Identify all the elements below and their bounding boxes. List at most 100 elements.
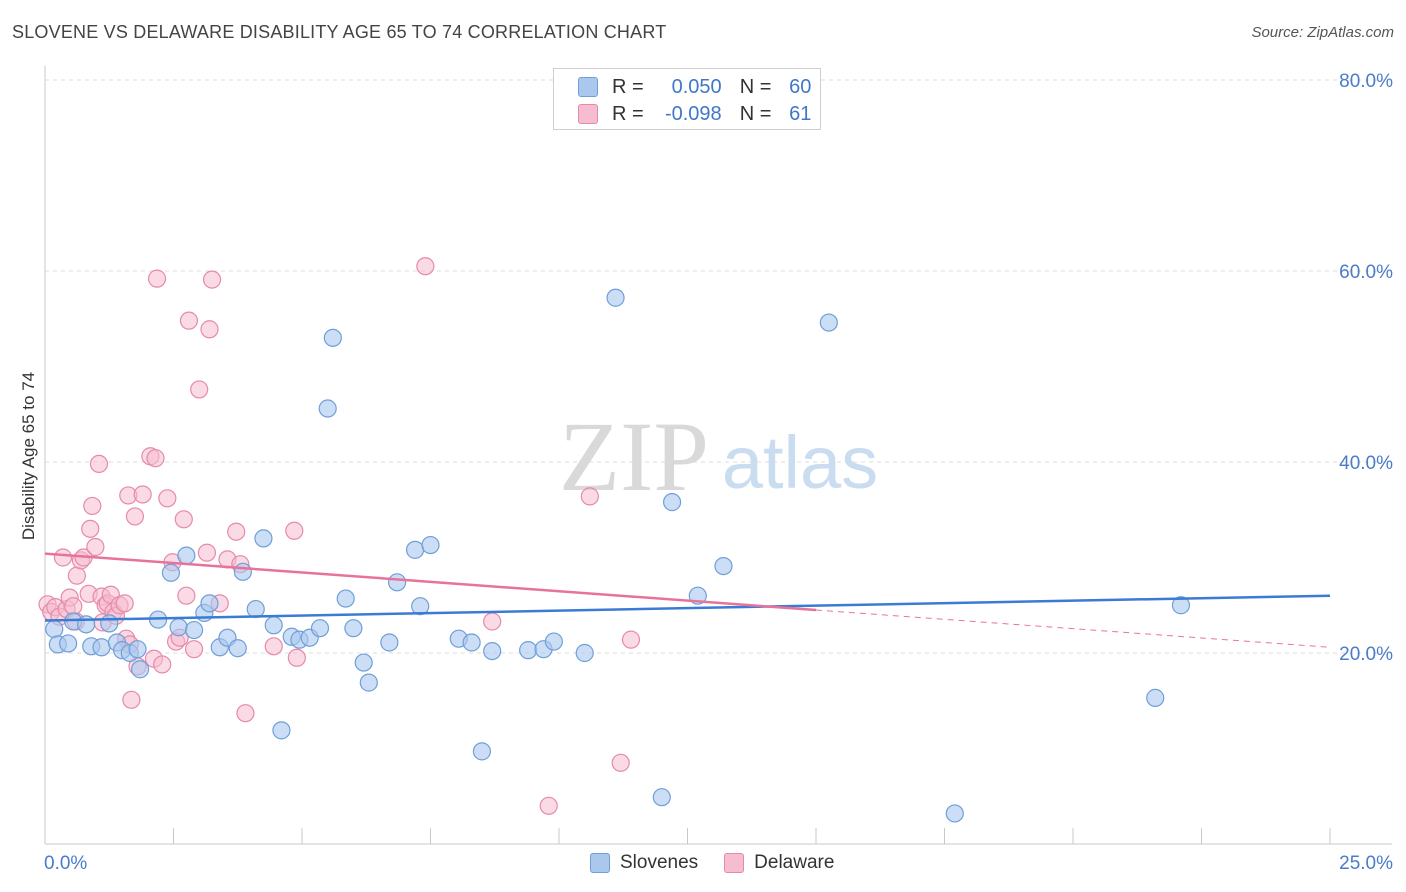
data-point-delaware <box>64 597 83 616</box>
data-point-delaware <box>122 690 141 709</box>
data-point-slovenes <box>92 638 111 657</box>
data-point-delaware <box>147 269 167 288</box>
data-point-slovenes <box>184 620 204 640</box>
legend-item-slovenes: Slovenes <box>590 852 698 874</box>
data-point-delaware <box>133 485 152 504</box>
data-point-slovenes <box>462 633 481 652</box>
slovenes-points <box>45 288 1191 823</box>
data-point-slovenes <box>652 788 671 807</box>
data-point-slovenes <box>310 619 330 638</box>
tick-labels: 20.0% 40.0% 60.0% 80.0% 0.0% 25.0% <box>44 71 1393 874</box>
data-point-slovenes <box>100 614 119 633</box>
slovenes-swatch <box>590 853 610 873</box>
chart-title: SLOVENE VS DELAWARE DISABILITY AGE 65 TO… <box>12 22 667 42</box>
data-point-slovenes <box>59 634 78 653</box>
trend-line-delaware-extrapolated <box>815 609 1331 648</box>
data-point-slovenes <box>128 640 147 659</box>
data-point-delaware <box>580 487 599 506</box>
slovenes-swatch <box>578 77 598 97</box>
data-point-slovenes <box>387 573 407 592</box>
data-point-delaware <box>285 521 304 540</box>
data-point-delaware <box>146 449 165 468</box>
data-point-slovenes <box>177 546 196 565</box>
data-point-slovenes <box>344 619 363 638</box>
y-tick-label: 80.0% <box>1339 71 1393 92</box>
data-point-delaware <box>416 257 435 276</box>
y-tick-label: 60.0% <box>1339 262 1393 283</box>
watermark: ZIP atlas <box>559 401 878 512</box>
data-point-delaware <box>89 454 109 474</box>
data-point-slovenes <box>169 618 188 637</box>
data-point-delaware <box>200 320 219 339</box>
data-point-slovenes <box>411 597 430 616</box>
legend-item-delaware: Delaware <box>724 852 834 874</box>
legend-label-slovenes: Slovenes <box>620 852 699 873</box>
trend-line-slovenes <box>44 594 1331 622</box>
data-point-slovenes <box>336 589 355 608</box>
data-point-slovenes <box>318 399 337 418</box>
delaware-swatch <box>724 853 745 873</box>
data-point-slovenes <box>161 563 181 582</box>
data-point-delaware <box>264 637 283 656</box>
data-point-slovenes <box>714 556 733 576</box>
legend-row-slovenes: R = 0.050 N = 60 <box>578 75 811 99</box>
delaware-swatch <box>578 104 598 124</box>
x-tick-label: 25.0% <box>1339 853 1393 874</box>
data-point-slovenes <box>945 804 964 823</box>
series-legend: Slovenes Delaware <box>590 852 860 874</box>
data-point-delaware <box>287 648 306 667</box>
data-point-delaware <box>190 380 209 399</box>
data-point-slovenes <box>354 653 373 672</box>
data-point-delaware <box>184 640 204 659</box>
data-point-delaware <box>158 489 177 508</box>
data-point-slovenes <box>472 742 491 761</box>
r-label: R = <box>612 75 644 98</box>
data-point-delaware <box>81 519 100 538</box>
correlation-legend: R = 0.050 N = 60 R = -0.098 N = 61 <box>553 68 821 130</box>
data-point-slovenes <box>606 288 625 307</box>
data-point-delaware <box>202 270 222 289</box>
data-point-slovenes <box>246 599 265 619</box>
data-point-slovenes <box>544 632 563 651</box>
data-point-delaware <box>115 594 134 613</box>
legend-row-delaware: R = -0.098 N = 61 <box>578 102 811 126</box>
data-point-delaware <box>86 537 105 557</box>
data-point-slovenes <box>359 673 378 692</box>
data-point-delaware <box>483 612 502 631</box>
x-tick-label: 0.0% <box>44 853 87 874</box>
data-point-slovenes <box>272 721 291 740</box>
data-point-slovenes <box>200 594 219 613</box>
watermark-atlas: atlas <box>722 421 878 504</box>
data-point-slovenes <box>519 641 538 660</box>
data-point-delaware <box>621 630 641 649</box>
trend-line-delaware <box>44 552 817 612</box>
data-point-delaware <box>179 311 199 330</box>
data-point-delaware <box>125 507 145 526</box>
data-point-slovenes <box>45 620 64 639</box>
data-point-delaware <box>53 548 73 567</box>
data-point-slovenes <box>380 633 399 652</box>
data-point-delaware <box>539 796 558 815</box>
n-label: N = <box>739 75 772 98</box>
data-point-delaware <box>611 753 630 772</box>
data-point-delaware <box>67 566 86 585</box>
data-point-slovenes <box>264 616 283 635</box>
axes <box>44 66 1392 845</box>
data-point-delaware <box>174 510 193 529</box>
data-point-slovenes <box>405 540 425 559</box>
data-point-slovenes <box>1146 688 1165 707</box>
r-value: 0.050 <box>671 75 722 98</box>
data-point-slovenes <box>819 313 838 332</box>
n-value: 60 <box>789 75 812 98</box>
source-note: Source: ZipAtlas.com <box>1251 24 1394 41</box>
data-point-slovenes <box>483 641 502 661</box>
data-point-delaware <box>153 655 172 674</box>
data-point-delaware <box>236 704 255 723</box>
r-label: R = <box>612 102 644 125</box>
y-tick-label: 20.0% <box>1339 644 1393 665</box>
data-point-slovenes <box>130 660 150 679</box>
y-tick-label: 40.0% <box>1339 453 1393 474</box>
r-value: -0.098 <box>664 102 722 125</box>
data-point-slovenes <box>254 529 273 548</box>
